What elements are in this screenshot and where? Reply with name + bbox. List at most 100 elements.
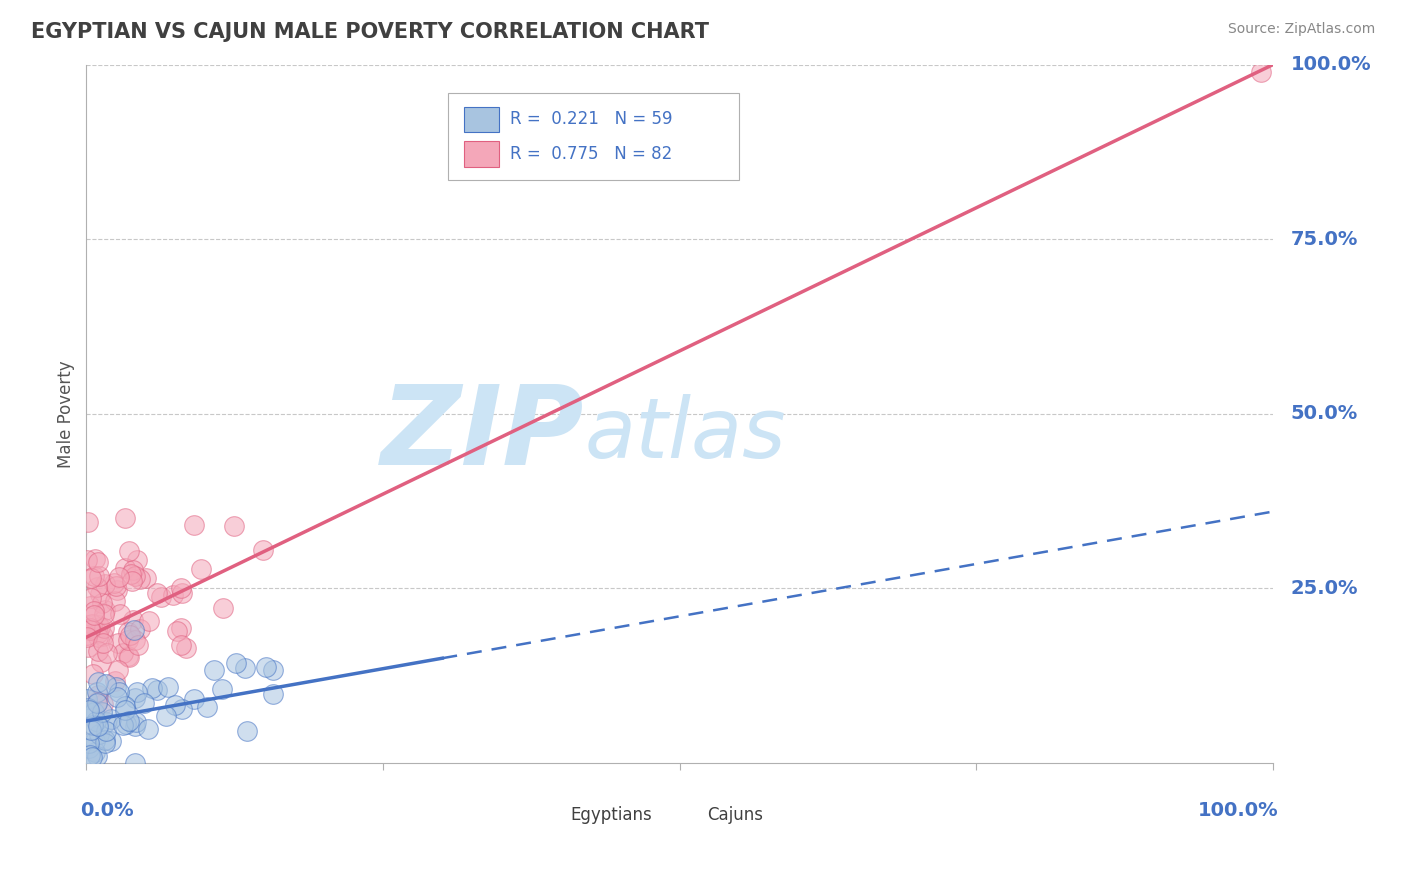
Point	[89, 587, 111, 601]
Point	[76, 640, 98, 654]
Point	[174, 641, 197, 656]
Text: 25.0%: 25.0%	[1291, 579, 1358, 598]
Point	[114, 703, 136, 717]
Text: 100.0%: 100.0%	[1198, 801, 1279, 821]
Point	[79, 621, 101, 635]
Point	[105, 579, 128, 593]
Point	[107, 664, 129, 678]
Point	[91, 636, 114, 650]
Point	[76, 630, 98, 644]
Point	[79, 623, 101, 637]
Point	[86, 695, 108, 709]
FancyBboxPatch shape	[449, 93, 740, 180]
Point	[91, 596, 114, 610]
Point	[79, 748, 101, 763]
Point	[84, 734, 107, 748]
Point	[125, 684, 148, 698]
Point	[127, 638, 149, 652]
Point	[183, 518, 205, 533]
Point	[183, 691, 205, 706]
Point	[107, 636, 129, 650]
FancyBboxPatch shape	[464, 106, 499, 132]
Point	[100, 712, 122, 726]
Text: 50.0%: 50.0%	[1291, 404, 1358, 424]
Point	[86, 685, 108, 699]
Point	[114, 511, 136, 525]
Point	[77, 620, 100, 634]
Point	[190, 562, 212, 576]
Point	[108, 607, 131, 621]
Point	[83, 604, 105, 618]
Text: Cajuns: Cajuns	[707, 806, 763, 824]
Point	[80, 571, 103, 585]
Point	[87, 568, 110, 582]
Point	[90, 656, 112, 670]
Point	[117, 624, 139, 639]
Point	[105, 680, 128, 694]
Point	[112, 646, 135, 660]
Point	[87, 719, 110, 733]
Point	[117, 714, 139, 728]
Point	[87, 618, 110, 632]
Point	[94, 723, 117, 738]
Point	[146, 586, 169, 600]
Point	[233, 660, 256, 674]
Point	[79, 741, 101, 756]
Point	[84, 745, 107, 759]
Point	[87, 688, 110, 702]
Point	[96, 677, 118, 691]
Point	[89, 620, 111, 634]
Point	[118, 649, 141, 664]
Point	[114, 560, 136, 574]
Point	[77, 736, 100, 750]
Point	[86, 581, 108, 595]
Point	[105, 690, 128, 705]
Point	[124, 718, 146, 732]
Text: 100.0%: 100.0%	[1291, 55, 1371, 74]
Point	[204, 663, 226, 677]
Point	[86, 555, 108, 569]
Point	[124, 756, 146, 770]
Text: 75.0%: 75.0%	[1291, 230, 1358, 249]
Point	[125, 553, 148, 567]
Point	[195, 700, 218, 714]
Point	[76, 628, 98, 642]
Point	[80, 749, 103, 764]
Point	[93, 732, 115, 747]
Point	[76, 692, 98, 706]
Point	[122, 623, 145, 637]
Point	[82, 718, 104, 732]
Point	[82, 616, 104, 631]
Point	[86, 696, 108, 710]
Point	[141, 681, 163, 695]
Text: R =  0.775   N = 82: R = 0.775 N = 82	[510, 145, 672, 163]
Text: EGYPTIAN VS CAJUN MALE POVERTY CORRELATION CHART: EGYPTIAN VS CAJUN MALE POVERTY CORRELATI…	[31, 22, 709, 42]
Point	[86, 644, 108, 658]
Point	[80, 723, 103, 737]
Point	[117, 632, 139, 647]
Point	[80, 591, 103, 606]
Point	[170, 582, 193, 596]
Point	[83, 706, 105, 720]
Point	[94, 714, 117, 729]
Point	[87, 631, 110, 645]
Point	[76, 553, 98, 567]
FancyBboxPatch shape	[464, 142, 499, 167]
Text: 0.0%: 0.0%	[80, 801, 134, 821]
Text: R =  0.221   N = 59: R = 0.221 N = 59	[510, 110, 672, 128]
Point	[100, 734, 122, 748]
Point	[262, 687, 284, 701]
Point	[125, 714, 148, 729]
Point	[162, 588, 184, 602]
Point	[172, 585, 194, 599]
Point	[104, 673, 127, 688]
Point	[262, 663, 284, 677]
Point	[91, 629, 114, 643]
Point	[211, 600, 233, 615]
Point	[124, 691, 146, 706]
Point	[252, 543, 274, 558]
Text: Source: ZipAtlas.com: Source: ZipAtlas.com	[1227, 22, 1375, 37]
Point	[86, 626, 108, 640]
Point	[170, 621, 193, 635]
Point	[135, 570, 157, 584]
